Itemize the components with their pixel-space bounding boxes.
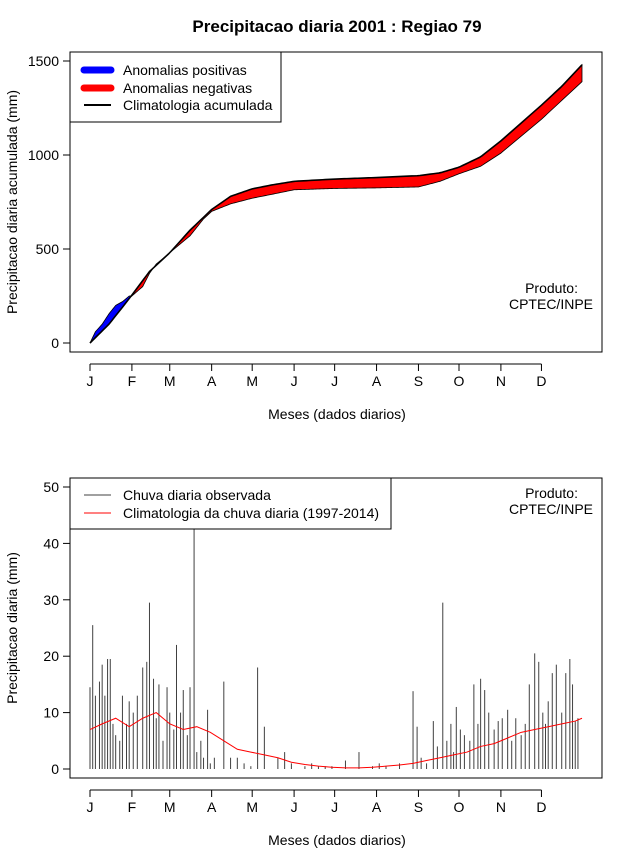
legend-item-climatology: Climatologia acumulada — [123, 97, 273, 113]
x-tick-label: N — [496, 799, 506, 815]
x-tick-label: M — [246, 799, 258, 815]
product-source-top: CPTEC/INPE — [509, 296, 593, 312]
legend-item-negative: Anomalias negativas — [123, 80, 252, 96]
x-tick-label: J — [331, 799, 338, 815]
chart-title: Precipitacao diaria 2001 : Regiao 79 — [192, 17, 481, 36]
legend-item-positive: Anomalias positivas — [123, 62, 247, 78]
legend-bottom: Chuva diaria observada Climatologia da c… — [69, 477, 392, 530]
x-tick-label: J — [87, 373, 94, 389]
x-tick-label: D — [536, 373, 546, 389]
climatology-daily-group — [89, 712, 583, 769]
legend-box-top — [69, 51, 282, 123]
y-tick-label: 30 — [43, 592, 59, 608]
x-tick-label: M — [164, 373, 176, 389]
y-axis-bottom: 0 10 20 30 40 50 — [43, 479, 71, 777]
y-tick-label: 10 — [43, 705, 59, 721]
x-tick-label: F — [128, 373, 137, 389]
y-tick-label: 0 — [51, 335, 59, 351]
y-axis-label-bottom: Precipitacao diaria (mm) — [4, 552, 20, 704]
daily-chart: 0 10 20 30 40 50 J F M A M J J A S O N D Meses (dados di… — [4, 477, 603, 848]
y-axis-label-top: Precipitacao diaria acumulada (mm) — [4, 90, 20, 314]
x-tick-label: M — [164, 799, 176, 815]
x-tick-label: S — [414, 799, 423, 815]
x-tick-label: S — [414, 373, 423, 389]
accumulated-chart: 0 500 1000 1500 J F M A M J J A S O N D Meses (dados d… — [4, 51, 603, 422]
x-axis-label-bottom: Meses (dados diarios) — [268, 832, 406, 848]
x-tick-label: O — [454, 373, 465, 389]
y-tick-label: 1500 — [28, 53, 59, 69]
x-tick-label: A — [207, 373, 217, 389]
legend-top: Anomalias positivas Anomalias negativas … — [69, 51, 282, 123]
y-tick-label: 40 — [43, 535, 59, 551]
climatology-line-group — [89, 64, 583, 344]
legend-item-clim-daily: Climatologia da chuva diaria (1997-2014) — [123, 505, 379, 521]
x-tick-label: A — [372, 373, 382, 389]
x-tick-label: J — [87, 799, 94, 815]
y-tick-label: 20 — [43, 648, 59, 664]
y-tick-label: 1000 — [28, 147, 59, 163]
x-tick-label: M — [246, 373, 258, 389]
y-axis-top: 0 500 1000 1500 — [28, 53, 71, 351]
y-tick-label: 0 — [51, 761, 59, 777]
x-tick-label: O — [454, 799, 465, 815]
x-tick-label: J — [291, 799, 298, 815]
legend-box-bottom — [69, 477, 392, 530]
x-tick-label: N — [496, 373, 506, 389]
climatology-accumulated-line — [89, 64, 583, 344]
y-tick-label: 500 — [36, 241, 60, 257]
climatology-daily-line — [89, 712, 583, 769]
x-tick-label: J — [291, 373, 298, 389]
x-tick-label: A — [207, 799, 217, 815]
observed-bars — [89, 529, 579, 769]
x-tick-label: F — [128, 799, 137, 815]
x-tick-label: D — [536, 799, 546, 815]
product-label-bottom: Produto: — [525, 485, 578, 501]
x-tick-label: J — [331, 373, 338, 389]
product-label-top: Produto: — [525, 280, 578, 296]
x-tick-label: A — [372, 799, 382, 815]
product-source-bottom: CPTEC/INPE — [509, 501, 593, 517]
y-tick-label: 50 — [43, 479, 59, 495]
legend-item-observed: Chuva diaria observada — [123, 487, 271, 503]
x-axis-label-top: Meses (dados diarios) — [268, 406, 406, 422]
